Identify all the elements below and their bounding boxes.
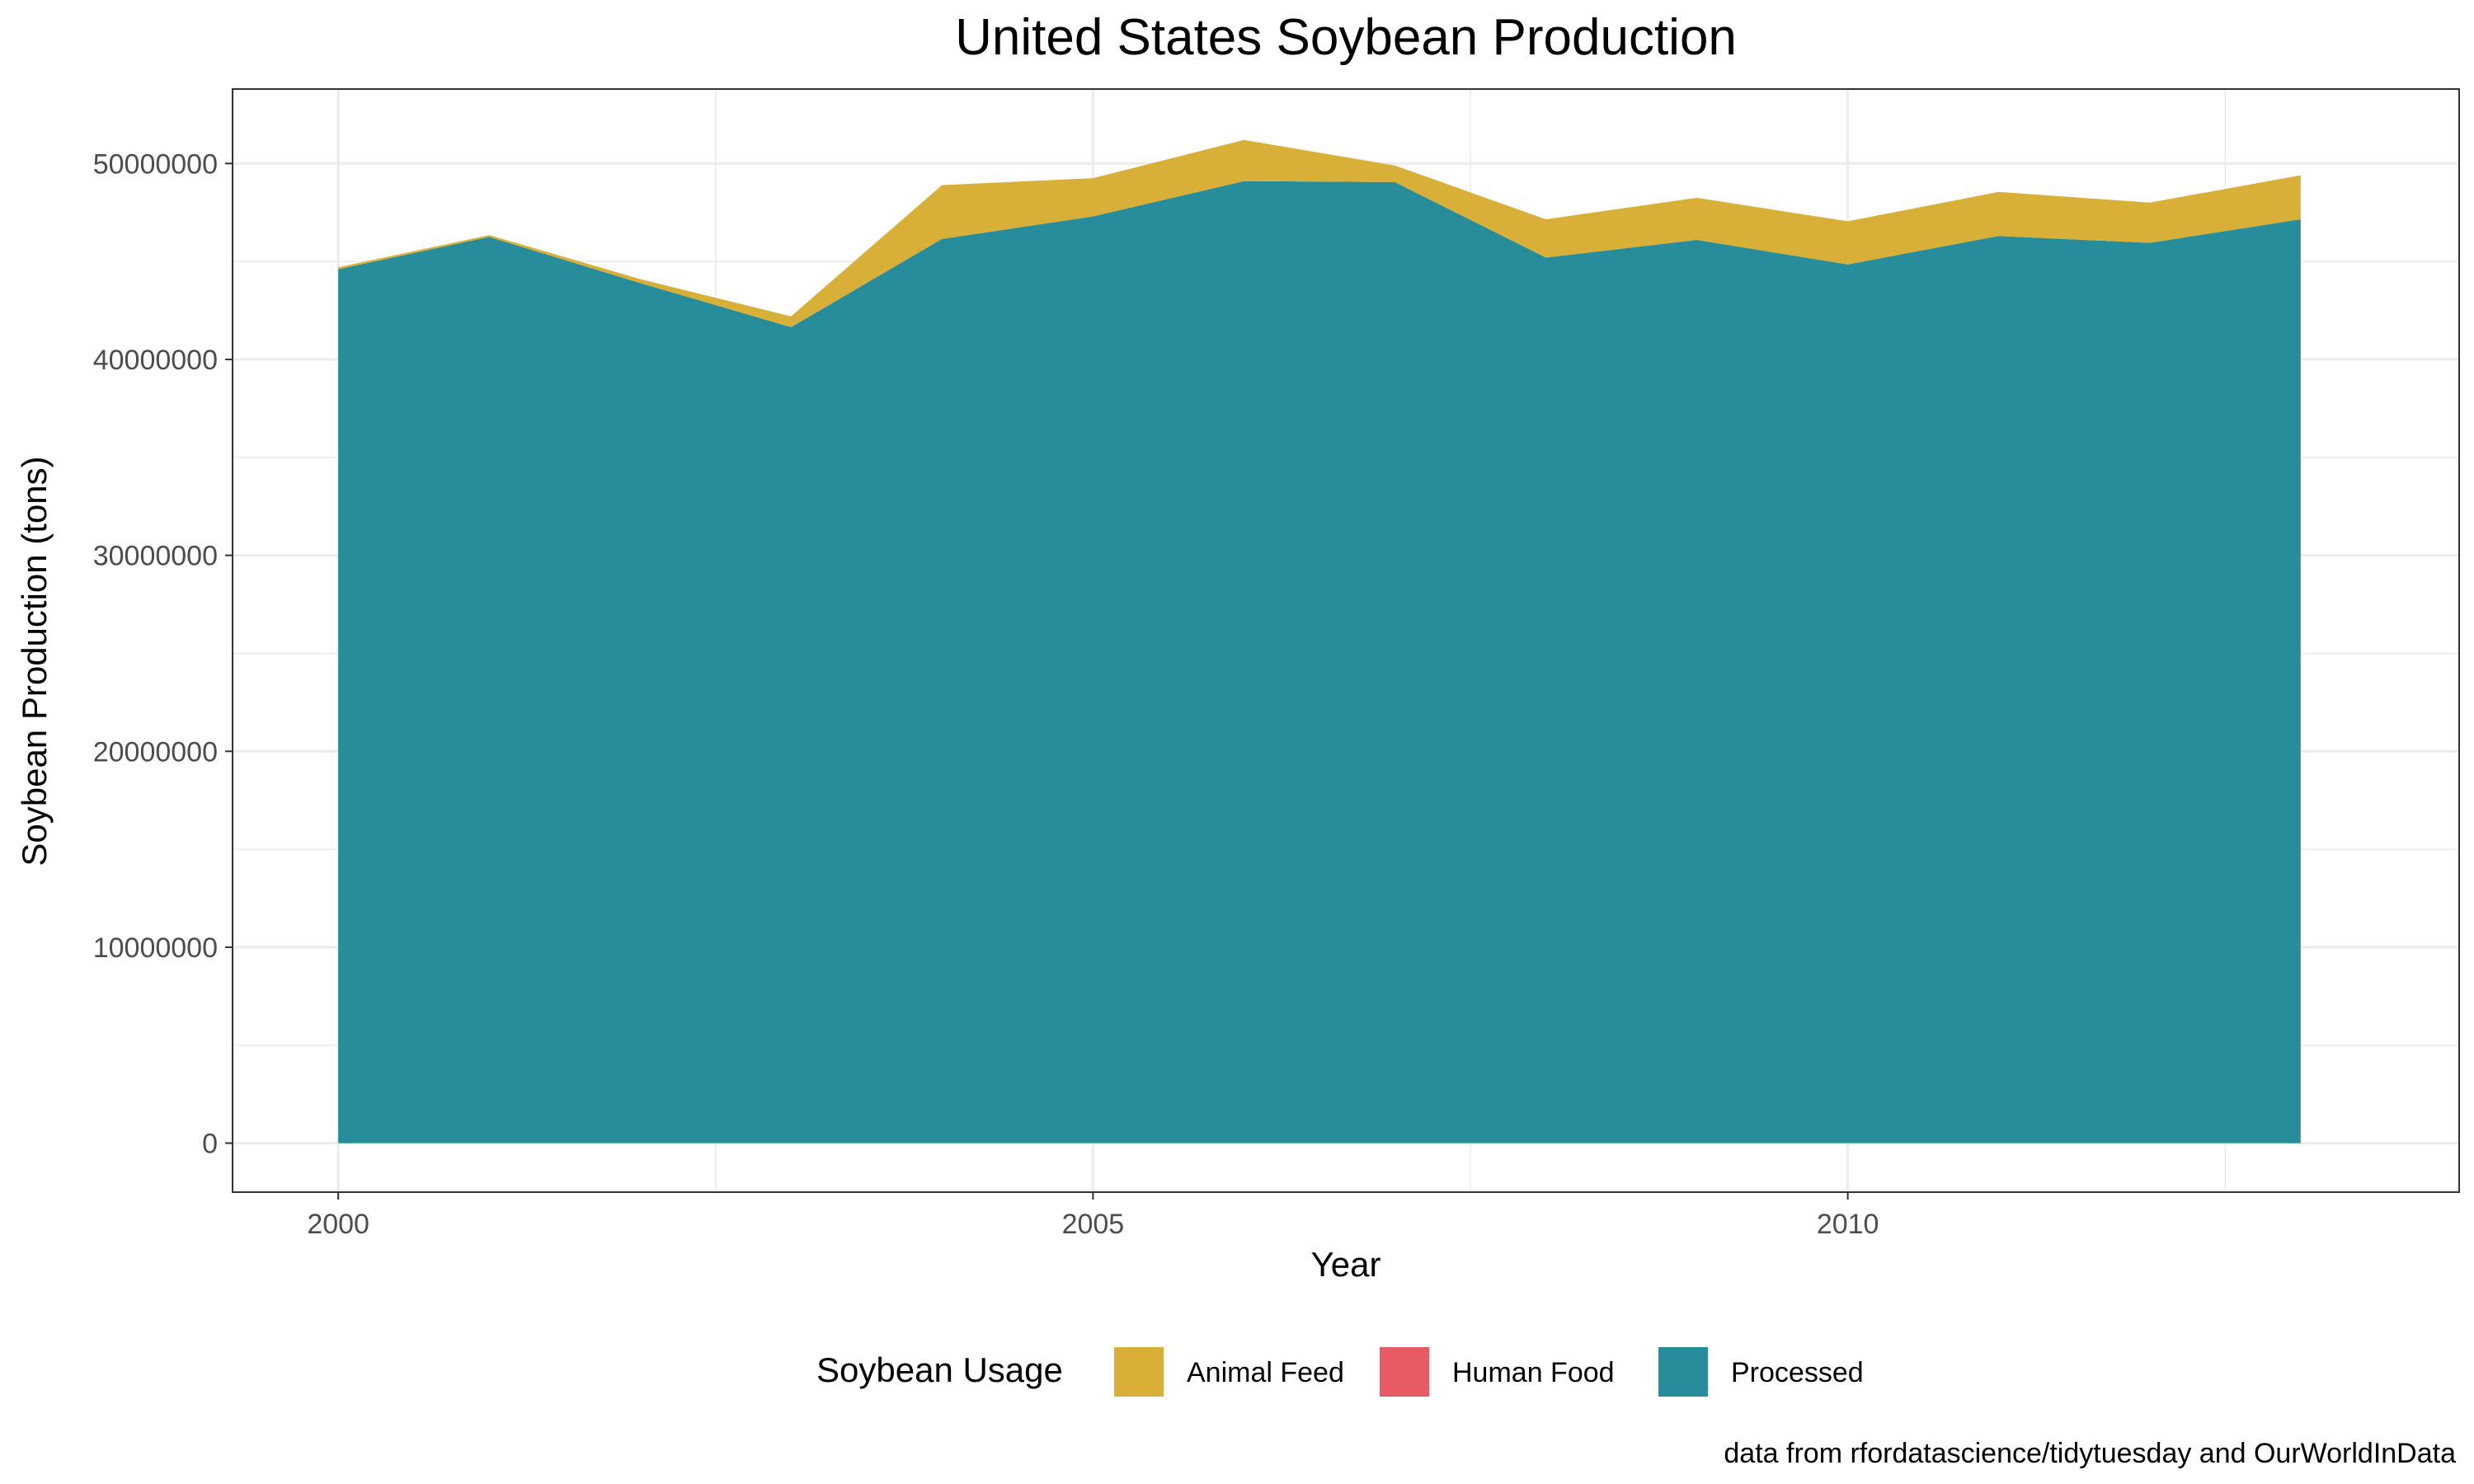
x-tick-label: 2005	[1062, 1209, 1125, 1240]
y-tick-label: 10000000	[93, 932, 218, 964]
legend-key-human-food	[1380, 1347, 1429, 1397]
legend-label-animal-feed: Animal Feed	[1187, 1357, 1344, 1388]
plot-areas	[338, 139, 2301, 1144]
area-processed	[338, 181, 2301, 1144]
caption: data from rfordatascience/tidytuesday an…	[1724, 1438, 2456, 1469]
y-axis: 0 10000000 20000000 30000000 40000000 5000000…	[93, 148, 233, 1160]
legend-key-animal-feed	[1114, 1347, 1164, 1397]
x-axis-title: Year	[1311, 1245, 1381, 1284]
y-axis-title: Soybean Production (tons)	[15, 456, 54, 866]
y-tick-label: 20000000	[93, 736, 218, 768]
legend: Soybean Usage Animal Feed Human Food Proce…	[816, 1347, 1864, 1397]
legend-key-processed	[1658, 1347, 1708, 1397]
x-axis: 2000 2005 2010	[307, 1192, 1879, 1240]
panel-border	[232, 88, 2460, 1193]
legend-title: Soybean Usage	[816, 1350, 1063, 1389]
y-tick-label: 0	[202, 1129, 218, 1160]
legend-label-human-food: Human Food	[1452, 1357, 1615, 1388]
x-tick-label: 2000	[307, 1209, 369, 1240]
y-tick-label: 30000000	[93, 541, 218, 572]
legend-label-processed: Processed	[1731, 1357, 1864, 1388]
area-animal-feed	[338, 139, 2301, 327]
y-tick-label: 40000000	[93, 345, 218, 376]
y-tick-label: 50000000	[93, 148, 218, 180]
chart-title: United States Soybean Production	[955, 9, 1737, 66]
x-tick-label: 2010	[1817, 1209, 1879, 1240]
